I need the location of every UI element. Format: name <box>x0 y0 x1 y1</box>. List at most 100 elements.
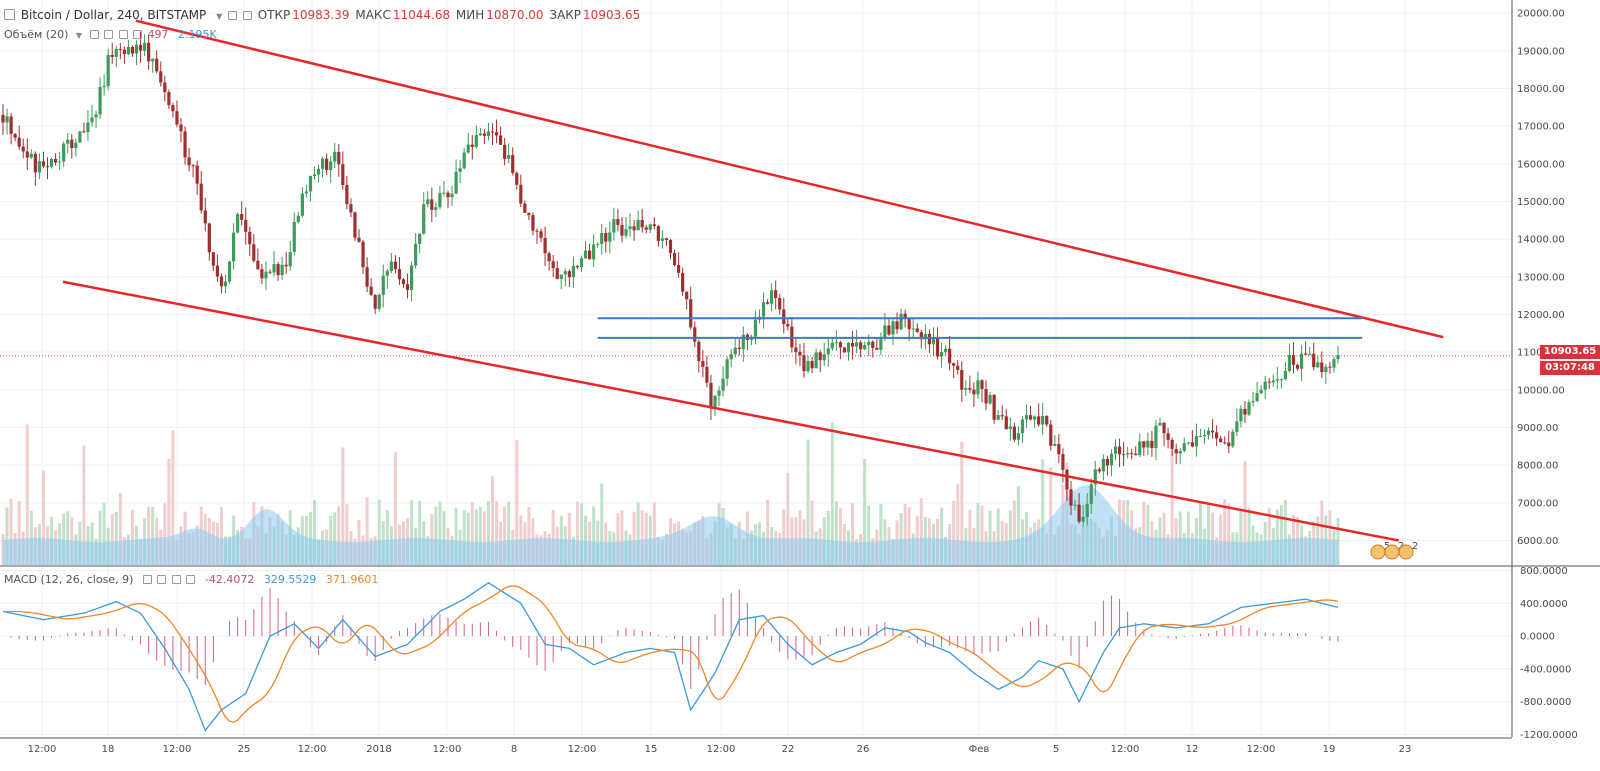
volume-ma-area <box>3 485 1338 565</box>
candle-body <box>110 54 114 57</box>
candle-body <box>98 86 102 115</box>
volume-bar <box>551 509 555 565</box>
volume-bar <box>1016 486 1020 565</box>
volume-bar <box>798 510 802 565</box>
close-value: 10903.65 <box>583 8 641 22</box>
eye-icon[interactable] <box>228 11 238 20</box>
candle-body <box>130 46 135 54</box>
candle-body <box>175 111 179 125</box>
chevron-down-icon[interactable]: ▼ <box>216 12 223 21</box>
volume-bar <box>575 501 579 565</box>
candle-body <box>822 354 826 361</box>
volume-bar <box>907 507 911 565</box>
candle-body <box>450 193 454 198</box>
candle-body <box>587 250 592 260</box>
candle-body <box>1109 453 1114 466</box>
candle-body <box>1190 442 1194 447</box>
candle-body <box>943 348 948 353</box>
volume-bar <box>418 500 422 565</box>
candle-body <box>62 143 66 162</box>
close-icon[interactable] <box>171 575 181 584</box>
candle-body <box>37 161 42 173</box>
close-icon[interactable] <box>118 30 128 39</box>
collapse-icon[interactable] <box>4 9 15 20</box>
candle-body <box>527 212 531 216</box>
volume-bar <box>385 510 389 565</box>
volume-bar <box>867 505 871 565</box>
volume-bar <box>507 501 511 565</box>
volume-bar <box>341 447 345 565</box>
candle-body <box>304 191 309 194</box>
volume-bar <box>1198 502 1202 565</box>
candle-body <box>442 192 446 194</box>
candle-body <box>1134 453 1138 456</box>
candle-body <box>559 274 563 279</box>
candle-body <box>345 184 349 205</box>
candle-body <box>668 240 673 254</box>
y-tick-label: 7000.00 <box>1517 498 1558 509</box>
candle-body <box>600 233 604 244</box>
volume-bar <box>1170 450 1174 565</box>
macd-y-tick-label: -800.0000 <box>1520 697 1571 708</box>
candle-body <box>693 327 697 342</box>
candle-body <box>911 328 915 330</box>
candle-body <box>919 332 923 340</box>
candle-body <box>1049 424 1053 446</box>
candle-body <box>422 204 426 234</box>
settings-icon[interactable] <box>157 575 167 584</box>
candle-body <box>640 220 644 228</box>
open-value: 10983.39 <box>292 8 350 22</box>
volume-bar <box>41 470 45 565</box>
candle-body <box>1231 431 1235 447</box>
more-icon[interactable] <box>133 30 143 39</box>
volume-bar <box>782 509 786 565</box>
volume-bar <box>919 498 923 565</box>
candle-body <box>968 388 972 390</box>
volume-bar <box>960 441 964 565</box>
more-icon[interactable] <box>186 575 196 584</box>
candle-body <box>434 207 438 210</box>
volume-bar <box>1227 503 1231 565</box>
chevron-down-icon[interactable]: ▼ <box>75 31 83 40</box>
volume-bar <box>636 502 640 565</box>
candle-body <box>725 359 729 379</box>
candle-body <box>118 48 122 50</box>
candle-body <box>956 365 960 370</box>
volume-bar <box>171 430 175 565</box>
settings-icon[interactable] <box>104 30 114 39</box>
candle-body <box>628 226 632 230</box>
candle-body <box>353 212 357 238</box>
candle-body <box>1279 379 1283 381</box>
macd-y-tick-label: -1200.0000 <box>1520 730 1578 741</box>
candle-body <box>142 42 147 51</box>
settings-icon[interactable] <box>242 11 252 20</box>
volume-bar <box>1041 459 1045 565</box>
high-value: 11044.68 <box>392 8 451 22</box>
candle-body <box>333 151 337 162</box>
candle-body <box>907 318 911 330</box>
candle-body <box>1178 450 1182 454</box>
candle-body <box>401 279 406 285</box>
x-tick-label: Фев <box>969 744 990 755</box>
volume-bar <box>810 500 814 565</box>
candle-body <box>604 233 608 242</box>
volume-bar <box>1320 500 1324 565</box>
volume-bar <box>66 511 70 565</box>
candle-body <box>393 261 398 270</box>
volume-bar <box>1211 512 1215 565</box>
candle-body <box>191 165 195 167</box>
eye-icon[interactable] <box>89 30 99 39</box>
eye-icon[interactable] <box>142 575 152 584</box>
candle-body <box>207 223 211 253</box>
candle-body <box>1121 454 1126 456</box>
volume-bar <box>996 508 1000 565</box>
candle-body <box>814 352 818 369</box>
candle-body <box>1182 443 1186 451</box>
volume-bar <box>365 497 369 565</box>
candle-body <box>523 203 527 213</box>
candle-body <box>1012 426 1016 440</box>
macd-label: MACD (12, 26, close, 9) <box>4 573 134 586</box>
candle-body <box>1259 389 1263 394</box>
